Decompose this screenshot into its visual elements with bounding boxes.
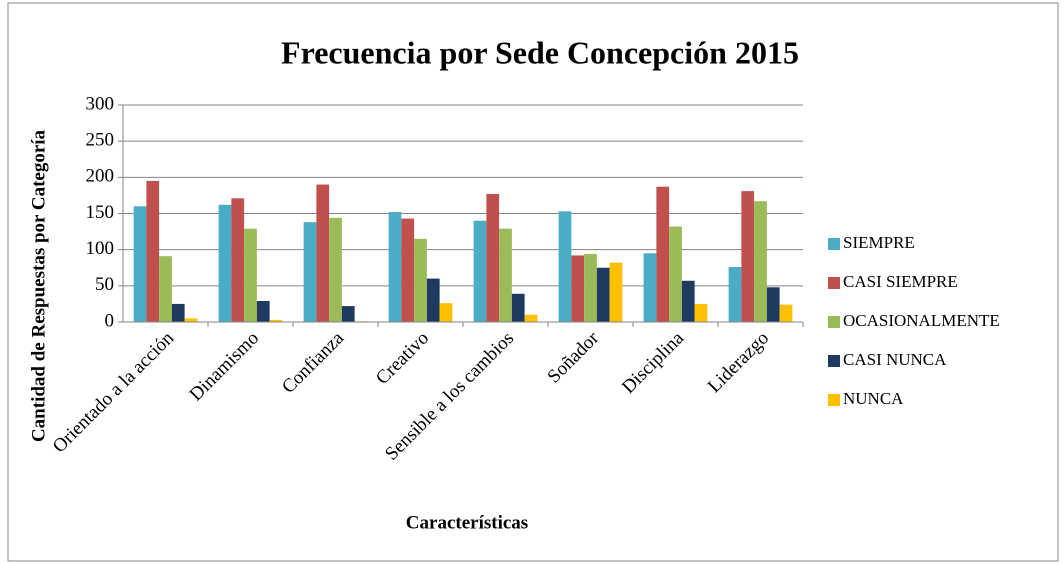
legend-swatch: [828, 238, 840, 250]
x-axis-title: Características: [406, 512, 528, 533]
bar: [754, 201, 767, 322]
bar: [171, 303, 185, 322]
bar: [401, 218, 415, 322]
bar: [439, 303, 453, 322]
legend-label: OCASIONALMENTE: [843, 311, 1000, 330]
bar: [584, 254, 597, 322]
bar: [511, 293, 525, 322]
bar: [656, 186, 670, 322]
bar: [414, 238, 427, 322]
bar: [741, 191, 755, 322]
bar: [486, 193, 500, 322]
bar: [269, 319, 283, 322]
bar: [596, 267, 610, 322]
bar: [558, 211, 572, 322]
bar: [184, 318, 198, 322]
y-tick-label: 100: [86, 238, 115, 259]
bar: [159, 256, 172, 322]
legend-swatch: [828, 316, 840, 328]
bar: [218, 204, 232, 322]
bar: [341, 306, 355, 322]
y-tick-label: 250: [86, 130, 115, 151]
chart-frame: [7, 2, 1059, 562]
legend-label: CASI NUNCA: [843, 350, 947, 369]
bar: [133, 206, 147, 322]
bar: [256, 301, 270, 322]
legend-swatch: [828, 277, 840, 289]
bar: [473, 220, 487, 322]
chart-title: Frecuencia por Sede Concepción 2015: [281, 34, 799, 70]
y-tick-label: 300: [86, 93, 115, 114]
bar: [681, 280, 695, 322]
bar: [316, 184, 330, 322]
bar: [571, 255, 585, 322]
y-tick-label: 50: [95, 274, 114, 295]
bar: [694, 303, 708, 322]
y-tick-label: 150: [86, 202, 115, 223]
y-tick-label: 200: [86, 166, 115, 187]
legend-label: CASI SIEMPRE: [843, 272, 958, 291]
bar: [426, 278, 440, 322]
legend-swatch: [828, 394, 840, 406]
bar: [499, 228, 512, 322]
bar: [303, 222, 317, 322]
bar: [244, 228, 257, 322]
bar: [388, 212, 402, 322]
legend-swatch: [828, 355, 840, 367]
bar: [146, 180, 160, 322]
bar: [231, 198, 245, 322]
bar: [643, 253, 657, 322]
bar: [669, 226, 682, 322]
legend-label: SIEMPRE: [843, 233, 915, 252]
legend-label: NUNCA: [843, 389, 904, 408]
bar: [524, 314, 538, 322]
y-tick-label: 0: [105, 310, 115, 331]
y-axis-title: Cantidad de Respuestas por Categoría: [28, 129, 49, 442]
bar: [728, 267, 742, 322]
bar: [609, 262, 623, 322]
bar: [779, 304, 793, 322]
bar: [329, 217, 342, 322]
bar: [766, 287, 780, 322]
